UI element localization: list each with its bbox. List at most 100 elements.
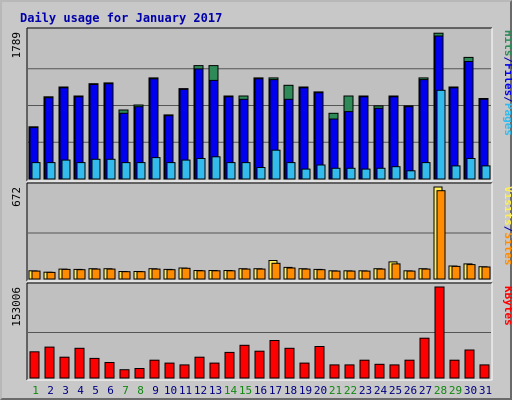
bar-bytes-kbytes-day-13 — [209, 362, 220, 379]
bar-visitors-sites-day-29 — [451, 265, 461, 280]
legend-item-sites: Sites — [502, 232, 512, 265]
legend-item-hits: Hits — [502, 30, 512, 57]
bar-usage-pages-day-8 — [136, 162, 146, 180]
day-label-28: 28 — [434, 384, 447, 397]
bar-bytes-kbytes-day-19 — [299, 362, 310, 379]
legend-item-kbytes: KBytes — [502, 286, 512, 326]
bar-usage-pages-day-25 — [391, 166, 401, 180]
bar-visitors-sites-day-20 — [316, 269, 326, 280]
bar-usage-pages-day-4 — [76, 162, 86, 180]
bar-usage-files-day-29 — [449, 87, 459, 180]
day-label-13: 13 — [209, 384, 222, 397]
day-label-10: 10 — [164, 384, 177, 397]
bar-usage-pages-day-19 — [301, 168, 311, 180]
bar-visitors-sites-day-12 — [196, 270, 206, 280]
legend-item-separator: / — [502, 96, 512, 103]
day-label-12: 12 — [194, 384, 207, 397]
day-label-23: 23 — [359, 384, 372, 397]
bar-usage-files-day-19 — [299, 87, 309, 180]
day-label-31: 31 — [479, 384, 492, 397]
bar-visitors-sites-day-7 — [121, 271, 131, 280]
bar-visitors-sites-day-19 — [301, 268, 311, 280]
bar-usage-pages-day-21 — [331, 167, 341, 180]
day-label-18: 18 — [284, 384, 297, 397]
day-label-6: 6 — [107, 384, 114, 397]
bar-visitors-sites-day-18 — [286, 267, 296, 280]
day-label-9: 9 — [152, 384, 159, 397]
bar-usage-pages-day-27 — [421, 162, 431, 180]
bar-usage-pages-day-6 — [106, 158, 116, 180]
day-label-5: 5 — [92, 384, 99, 397]
bar-visitors-sites-day-6 — [106, 268, 116, 280]
day-label-3: 3 — [62, 384, 69, 397]
bar-bytes-kbytes-day-12 — [194, 356, 205, 379]
bar-bytes-kbytes-day-6 — [104, 362, 115, 379]
bar-bytes-kbytes-day-30 — [464, 349, 475, 379]
bar-visitors-sites-day-31 — [481, 266, 491, 280]
bar-bytes-kbytes-day-24 — [374, 363, 385, 379]
bar-visitors-sites-day-14 — [226, 270, 236, 280]
day-label-11: 11 — [179, 384, 192, 397]
day-label-26: 26 — [404, 384, 417, 397]
bar-visitors-sites-day-23 — [361, 270, 371, 280]
bar-usage-pages-day-30 — [466, 158, 476, 180]
day-label-4: 4 — [77, 384, 84, 397]
bar-visitors-sites-day-22 — [346, 270, 356, 280]
panel-usage-legend: Hits/Files/Pages — [502, 30, 512, 136]
bar-visitors-sites-day-8 — [136, 271, 146, 280]
legend-item-visits: Visits — [502, 186, 512, 226]
bar-bytes-kbytes-day-18 — [284, 347, 295, 379]
legend-item-separator: / — [502, 226, 512, 233]
bar-bytes-kbytes-day-26 — [404, 359, 415, 379]
bar-visitors-sites-day-26 — [406, 270, 416, 280]
bar-bytes-kbytes-day-2 — [44, 346, 55, 379]
bar-visitors-sites-day-2 — [46, 271, 56, 280]
panel-bytes-max-label: 153006 — [10, 287, 23, 327]
bar-bytes-kbytes-day-9 — [149, 359, 160, 379]
bar-usage-pages-day-18 — [286, 162, 296, 180]
bar-usage-files-day-26 — [404, 106, 414, 180]
legend-item-files: Files — [502, 63, 512, 96]
bar-usage-pages-day-13 — [211, 156, 221, 180]
bar-usage-pages-day-22 — [346, 167, 356, 180]
bar-usage-pages-day-20 — [316, 164, 326, 180]
panel-usage-max-label: 1789 — [10, 32, 23, 59]
bar-usage-pages-day-16 — [256, 167, 266, 180]
bar-visitors-sites-day-15 — [241, 268, 251, 280]
bar-visitors-sites-day-17 — [271, 262, 281, 280]
day-label-24: 24 — [374, 384, 388, 397]
bar-visitors-sites-day-11 — [181, 267, 191, 280]
panel-visitors-background — [27, 183, 492, 281]
bar-visitors-sites-day-13 — [211, 270, 221, 280]
bar-bytes-kbytes-day-20 — [314, 346, 325, 379]
bar-bytes-kbytes-day-22 — [344, 364, 355, 379]
day-label-25: 25 — [389, 384, 402, 397]
bar-visitors-sites-day-28 — [436, 190, 446, 280]
bar-bytes-kbytes-day-17 — [269, 340, 280, 379]
bar-bytes-kbytes-day-28 — [434, 286, 445, 379]
bar-visitors-sites-day-30 — [466, 264, 476, 280]
bar-bytes-kbytes-day-5 — [89, 357, 100, 379]
day-label-30: 30 — [464, 384, 477, 397]
bar-bytes-kbytes-day-7 — [119, 369, 130, 379]
bar-usage-pages-day-11 — [181, 159, 191, 180]
bar-bytes-kbytes-day-31 — [479, 364, 490, 379]
day-label-27: 27 — [419, 384, 432, 397]
bar-visitors-sites-day-3 — [61, 268, 71, 280]
bar-visitors-sites-day-10 — [166, 269, 176, 280]
bar-visitors-sites-day-21 — [331, 270, 341, 280]
bar-visitors-sites-day-27 — [421, 268, 431, 280]
day-label-20: 20 — [314, 384, 327, 397]
day-label-14: 14 — [224, 384, 238, 397]
bar-bytes-kbytes-day-15 — [239, 344, 250, 379]
bar-visitors-sites-day-1 — [31, 270, 41, 280]
bar-bytes-kbytes-day-21 — [329, 364, 340, 379]
day-label-17: 17 — [269, 384, 282, 397]
bar-usage-pages-day-23 — [361, 168, 371, 180]
bar-bytes-kbytes-day-25 — [389, 364, 400, 379]
bar-bytes-kbytes-day-1 — [29, 351, 40, 379]
bar-bytes-kbytes-day-11 — [179, 364, 190, 379]
bar-visitors-sites-day-4 — [76, 269, 86, 280]
bar-usage-files-day-23 — [359, 96, 369, 180]
